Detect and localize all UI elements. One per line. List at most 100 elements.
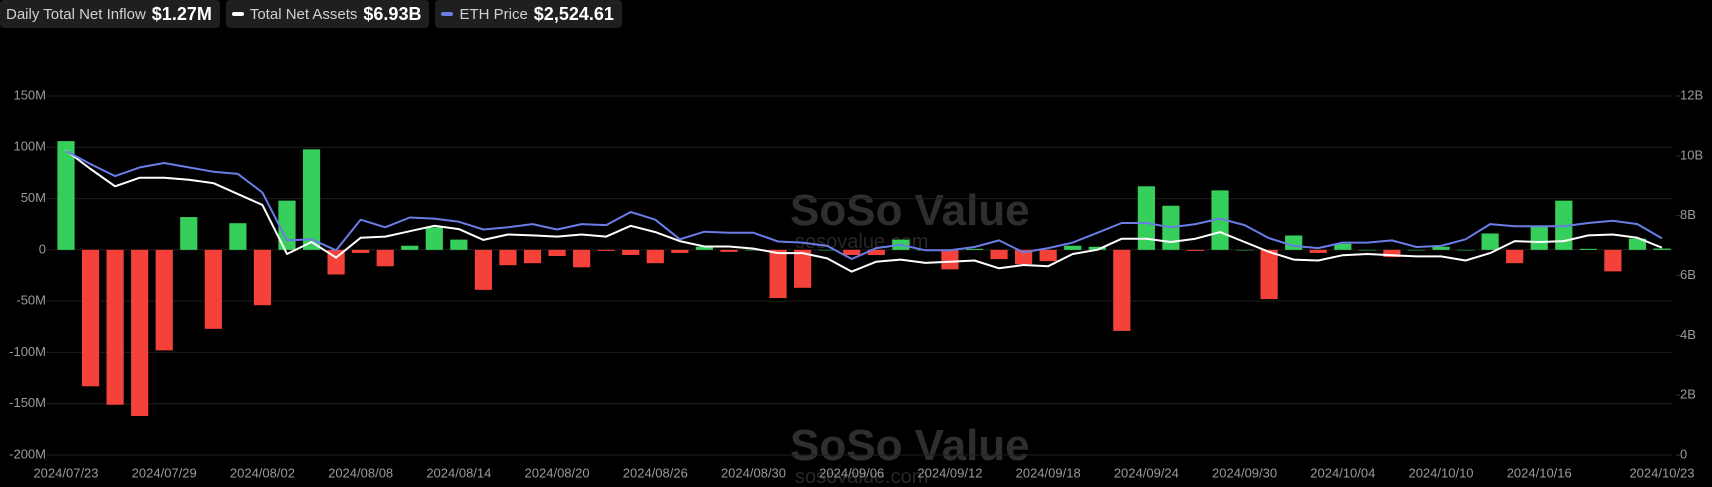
- bar: [401, 245, 419, 250]
- bar: [1113, 249, 1131, 331]
- y-tick-label: -150M: [9, 395, 46, 410]
- y2-tick-label: 6B: [1680, 267, 1696, 282]
- watermark: SoSo Value sosovalue.com SoSo Value soso…: [790, 186, 1030, 487]
- y2-tick-label: 8B: [1680, 207, 1696, 222]
- bar: [131, 249, 149, 417]
- bar: [106, 249, 124, 405]
- bar: [1383, 249, 1401, 258]
- x-tick-label: 2024/08/14: [426, 465, 491, 480]
- x-tick-label: 2024/10/04: [1310, 465, 1375, 480]
- bar: [302, 149, 321, 250]
- y2-tick-label: 2B: [1680, 387, 1696, 402]
- x-tick-label: 2024/08/26: [623, 465, 688, 480]
- bar: [1407, 249, 1426, 251]
- x-tick-label: 2024/09/18: [1016, 465, 1081, 480]
- x-tick-label: 2024/07/29: [132, 465, 197, 480]
- x-tick-label: 2024/09/24: [1114, 465, 1179, 480]
- legend-swatch: [231, 12, 244, 16]
- x-tick-label: 2024/09/12: [917, 465, 982, 480]
- bar: [1015, 249, 1033, 265]
- legend-label: ETH Price: [459, 5, 528, 23]
- bar: [204, 249, 222, 329]
- bar: [794, 249, 812, 288]
- line: [65, 150, 1663, 260]
- legend-value: $6.93B: [363, 3, 422, 24]
- y-tick-label: 100M: [13, 139, 46, 154]
- bar: [1530, 226, 1548, 250]
- x-tick-label: 2024/08/30: [721, 465, 786, 480]
- x-tick-label: 2024/07/23: [33, 465, 98, 480]
- bar: [81, 249, 100, 387]
- x-tick-label: 2024/09/30: [1212, 465, 1277, 480]
- bar: [867, 249, 885, 255]
- bar: [278, 200, 296, 250]
- bar: [1186, 249, 1205, 251]
- x-tick-label: 2024/10/23: [1629, 465, 1694, 480]
- bar: [720, 249, 738, 252]
- bar: [523, 249, 542, 264]
- watermark-text: SoSo Value: [790, 421, 1030, 470]
- bar: [769, 249, 787, 299]
- y-tick-label: -100M: [9, 344, 46, 359]
- bar: [450, 239, 468, 250]
- bar: [548, 249, 566, 257]
- bar: [474, 249, 493, 290]
- bar: [818, 249, 836, 251]
- y-tick-label: 150M: [13, 87, 46, 102]
- bar: [1260, 249, 1278, 300]
- legend-label: Daily Total Net Inflow: [6, 5, 146, 23]
- y2-tick-label: 12B: [1680, 87, 1703, 102]
- legend-item: Total Net Assets $6.93B: [225, 0, 430, 28]
- x-tick-label: 2024/10/16: [1507, 465, 1572, 480]
- x-tick-label: 2024/10/10: [1408, 465, 1473, 480]
- bar: [1211, 190, 1229, 250]
- bar: [695, 246, 713, 250]
- watermark-url: sosovalue.com: [795, 466, 928, 487]
- bar: [573, 249, 591, 268]
- y-tick-label: -200M: [9, 446, 46, 461]
- bar: [1064, 245, 1082, 250]
- x-tick-label: 2024/08/20: [525, 465, 590, 480]
- bar: [1137, 186, 1155, 250]
- legend-label: Total Net Assets: [249, 5, 358, 23]
- bar: [1039, 249, 1057, 262]
- bar: [425, 227, 443, 250]
- bar: [1309, 249, 1327, 253]
- bar: [843, 249, 861, 255]
- bar: [1628, 238, 1647, 250]
- bar: [352, 249, 370, 253]
- legend-swatch: [441, 12, 454, 16]
- x-tick-label: 2024/08/02: [230, 465, 295, 480]
- y-tick-label: 50M: [21, 190, 46, 205]
- bar: [597, 249, 615, 251]
- bar: [941, 249, 959, 270]
- bar: [180, 217, 198, 250]
- bar: [1334, 243, 1352, 250]
- bar: [1432, 246, 1450, 250]
- bar: [744, 249, 763, 251]
- line: [65, 149, 1663, 273]
- bar: [1579, 248, 1597, 250]
- legend-item: Daily Total Net Inflow $1.27M: [0, 0, 220, 28]
- bar: [376, 249, 394, 267]
- legend-value: $1.27M: [151, 3, 212, 24]
- bar: [646, 249, 664, 264]
- bar: [499, 249, 517, 266]
- bar: [965, 248, 984, 250]
- bar: [990, 249, 1008, 260]
- legend-item: ETH Price $2,524.61: [435, 0, 622, 28]
- bar: [622, 249, 640, 255]
- x-tick-label: 2024/08/08: [328, 465, 393, 480]
- bar: [1235, 249, 1254, 251]
- bar: [155, 249, 173, 351]
- bar: [1088, 246, 1106, 250]
- bar: [671, 249, 689, 253]
- y-tick-label: -50M: [16, 293, 46, 308]
- y2-tick-label: 4B: [1680, 327, 1696, 342]
- bar: [1506, 249, 1524, 264]
- y-tick-label: 0: [39, 241, 46, 256]
- y2-tick-label: 0: [1680, 446, 1687, 461]
- bar: [1481, 233, 1499, 250]
